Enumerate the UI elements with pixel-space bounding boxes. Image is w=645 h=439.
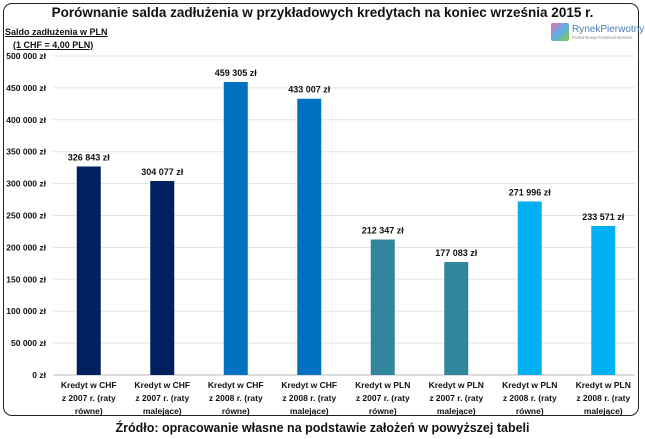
y-tick-label: 100 000 zł	[6, 306, 46, 316]
y-axis-label: Saldo zadłużenia w PLN (1 CHF = 4,00 PLN…	[5, 26, 108, 52]
y-tick-label: 150 000 zł	[6, 274, 46, 284]
x-tick-label: malejące)	[437, 406, 476, 416]
data-label: 212 347 zł	[362, 226, 405, 236]
bar	[76, 166, 101, 375]
logo-subtitle: Portal Nowych Nieruchomości	[572, 34, 633, 40]
x-tick-label: z 2007 r. (raty	[356, 393, 410, 403]
chart-title: Porównanie salda zadłużenia w przykładow…	[51, 5, 594, 20]
data-label: 177 083 zł	[435, 248, 478, 258]
x-tick-label: z 2008 r. (raty	[503, 393, 557, 403]
x-tick-label: z 2007 r. (raty	[429, 393, 483, 403]
y-tick-label: 300 000 zł	[6, 179, 46, 189]
data-label: 326 843 zł	[68, 152, 111, 162]
y-axis-label-line2: (1 CHF = 4,00 PLN)	[13, 40, 94, 50]
y-tick-label: 400 000 zł	[6, 115, 46, 125]
x-tick-label: Kredyt w PLN	[576, 380, 631, 390]
x-tick-label: malejące)	[143, 406, 182, 416]
x-tick-label: z 2007 r. (raty	[135, 393, 189, 403]
bar	[517, 201, 542, 375]
bar	[297, 98, 322, 376]
x-tick-label: Kredyt w PLN	[502, 380, 557, 390]
data-label: 433 007 zł	[288, 85, 331, 95]
x-tick-label: malejące)	[290, 406, 329, 416]
data-label: 271 996 zł	[509, 187, 552, 197]
x-tick-label: z 2008 r. (raty	[209, 393, 263, 403]
bar	[444, 262, 469, 375]
x-tick-label: Kredyt w CHF	[134, 380, 190, 390]
data-label: 459 305 zł	[215, 68, 258, 78]
x-tick-label: równe)	[222, 406, 250, 416]
bar	[223, 81, 248, 375]
y-axis-label-line1: Saldo zadłużenia w PLN	[5, 27, 108, 37]
x-tick-label: Kredyt w PLN	[429, 380, 484, 390]
data-label: 233 571 zł	[582, 212, 625, 222]
x-tick-label: z 2007 r. (raty	[62, 393, 116, 403]
logo-name: RynekPierwotny	[572, 23, 645, 35]
logo-house-icon	[551, 23, 569, 41]
source-note: Źródło: opracowanie własne na podstawie …	[115, 421, 530, 435]
x-tick-label: Kredyt w CHF	[61, 380, 117, 390]
y-tick-label: 50 000 zł	[11, 338, 47, 348]
x-tick-label: równe)	[369, 406, 397, 416]
x-tick-label: równe)	[516, 406, 544, 416]
bar	[591, 225, 616, 375]
data-label: 304 077 zł	[141, 167, 184, 177]
y-tick-label: 350 000 zł	[6, 147, 46, 157]
x-tick-label: równe)	[75, 406, 103, 416]
x-tick-label: Kredyt w CHF	[208, 380, 264, 390]
x-tick-label: Kredyt w CHF	[281, 380, 337, 390]
logo: RynekPierwotny Portal Nowych Nieruchomoś…	[551, 23, 644, 41]
bar	[370, 239, 395, 375]
x-tick-label: malejące)	[584, 406, 623, 416]
y-tick-label: 450 000 zł	[6, 83, 46, 93]
y-tick-label: 200 000 zł	[6, 242, 46, 252]
x-tick-label: Kredyt w PLN	[355, 380, 410, 390]
bar	[150, 180, 175, 375]
y-tick-label: 0 zł	[32, 370, 46, 380]
chart-frame	[3, 3, 639, 416]
x-tick-label: z 2008 r. (raty	[282, 393, 336, 403]
y-tick-label: 500 000 zł	[6, 51, 46, 61]
y-tick-label: 250 000 zł	[6, 211, 46, 221]
x-tick-label: z 2008 r. (raty	[576, 393, 630, 403]
